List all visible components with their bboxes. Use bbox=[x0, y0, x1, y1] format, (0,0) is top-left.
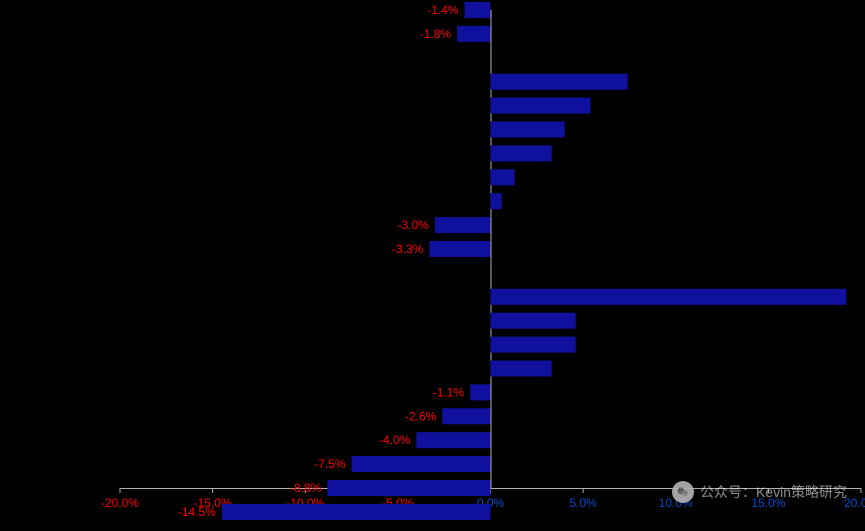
bar-value-label: -4.0% bbox=[379, 433, 411, 447]
bar-value-label: -1.1% bbox=[433, 385, 465, 399]
bar-value-label: -2.6% bbox=[405, 409, 437, 423]
bar bbox=[416, 432, 490, 448]
bar bbox=[327, 480, 490, 496]
wechat-icon bbox=[672, 481, 694, 503]
bar-value-label: -1.4% bbox=[427, 3, 459, 17]
bar bbox=[491, 289, 847, 305]
x-axis-tick-label: -20.0% bbox=[101, 496, 139, 510]
bar bbox=[491, 361, 552, 377]
bar bbox=[465, 2, 491, 18]
bar bbox=[429, 241, 490, 257]
bar bbox=[491, 145, 552, 161]
bar bbox=[222, 504, 491, 520]
x-axis-tick-label: 20.0% bbox=[844, 496, 865, 510]
bar-value-label: -8.8% bbox=[290, 481, 322, 495]
chart-container: -20.0%-15.0%-10.0%-5.0%0.0%5.0%10.0%15.0… bbox=[0, 0, 865, 531]
bar-value-label: -3.0% bbox=[398, 218, 430, 232]
bar bbox=[457, 26, 490, 42]
bar-value-label: -3.3% bbox=[392, 242, 424, 256]
bar bbox=[491, 313, 576, 329]
bar-value-label: -7.5% bbox=[314, 457, 346, 471]
bar bbox=[491, 169, 515, 185]
watermark-text: 公众号：Kevin策略研究 bbox=[700, 482, 847, 502]
bar-value-label: -14.5% bbox=[178, 505, 216, 519]
bar bbox=[491, 122, 565, 138]
bar bbox=[470, 384, 490, 400]
bar bbox=[435, 217, 491, 233]
x-axis-tick-label: 5.0% bbox=[569, 496, 597, 510]
watermark: 公众号：Kevin策略研究 bbox=[672, 481, 847, 503]
bar bbox=[491, 337, 576, 353]
bar bbox=[352, 456, 491, 472]
bar-value-label: -1.8% bbox=[420, 27, 452, 41]
bar bbox=[442, 408, 490, 424]
bar bbox=[491, 98, 591, 114]
bar-chart: -20.0%-15.0%-10.0%-5.0%0.0%5.0%10.0%15.0… bbox=[0, 0, 865, 531]
bar bbox=[491, 193, 502, 209]
bar bbox=[491, 74, 628, 90]
